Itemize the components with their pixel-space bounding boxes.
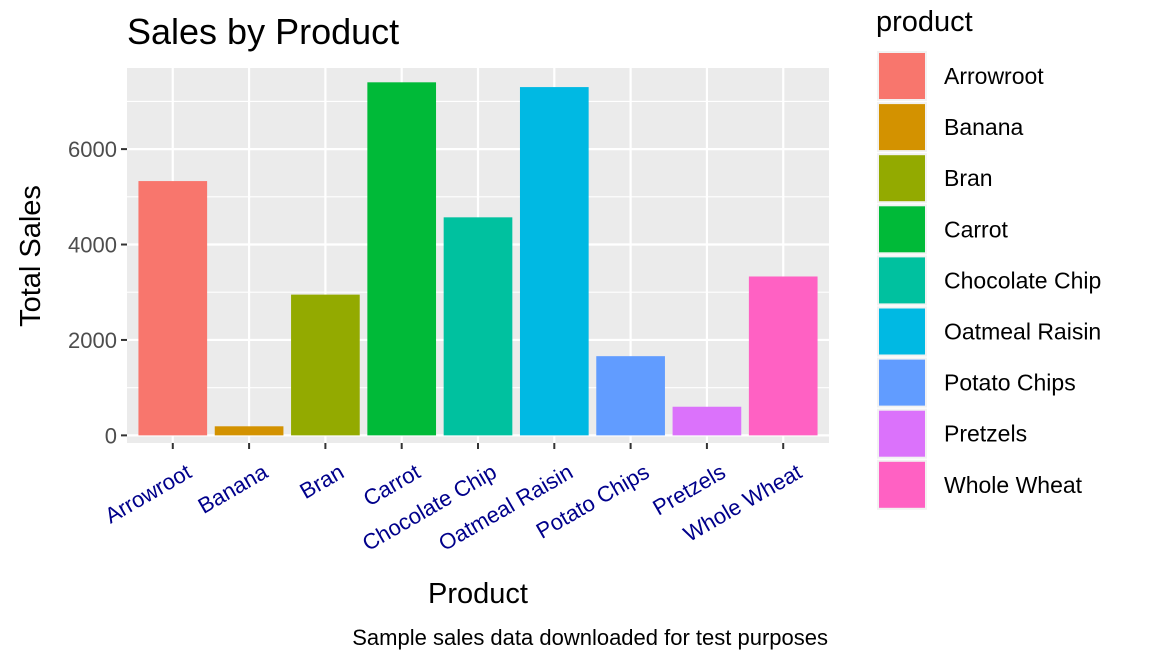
bar <box>138 181 208 436</box>
legend-swatch <box>879 206 925 253</box>
bar <box>672 406 742 436</box>
legend-swatch <box>879 53 925 99</box>
legend-label: Banana <box>944 114 1024 140</box>
legend-swatch <box>879 155 925 202</box>
legend-label: Carrot <box>944 216 1009 242</box>
legend-title: product <box>876 6 973 38</box>
legend-swatch <box>879 461 925 508</box>
bar <box>519 87 589 436</box>
bar <box>367 82 437 436</box>
legend-label: Potato Chips <box>944 370 1076 396</box>
legend-label: Oatmeal Raisin <box>944 319 1101 345</box>
x-tick-label: Banana <box>194 459 273 519</box>
y-tick-label: 0 <box>105 423 117 448</box>
bar <box>748 276 818 436</box>
y-tick-label: 6000 <box>68 137 117 162</box>
x-tick-label: Bran <box>295 459 348 504</box>
x-axis-title: Product <box>428 578 528 610</box>
bar <box>443 217 513 436</box>
x-tick-label: Arrowroot <box>100 459 195 528</box>
legend-swatch <box>879 410 925 457</box>
legend-label: Arrowroot <box>944 63 1044 89</box>
bar <box>291 294 360 436</box>
legend-swatch <box>879 257 925 304</box>
chart-title: Sales by Product <box>127 11 399 52</box>
bars <box>138 82 818 436</box>
legend-swatch <box>879 359 925 406</box>
legend-swatch <box>879 308 925 355</box>
bar <box>214 426 284 436</box>
y-tick-label: 4000 <box>68 233 117 258</box>
legend-label: Chocolate Chip <box>944 267 1101 293</box>
y-axis: 0 2000 4000 6000 <box>68 137 127 448</box>
legend-label: Bran <box>944 165 993 191</box>
y-axis-title: Total Sales <box>15 185 47 327</box>
bar <box>596 356 665 436</box>
legend-label: Whole Wheat <box>944 472 1083 498</box>
legend-swatch <box>879 104 925 151</box>
legend-label: Pretzels <box>944 421 1027 447</box>
chart-caption: Sample sales data downloaded for test pu… <box>352 625 828 650</box>
legend: Arrowroot Banana Bran Carrot Chocolate Chip O… <box>877 51 1101 510</box>
y-tick-label: 2000 <box>68 328 117 353</box>
